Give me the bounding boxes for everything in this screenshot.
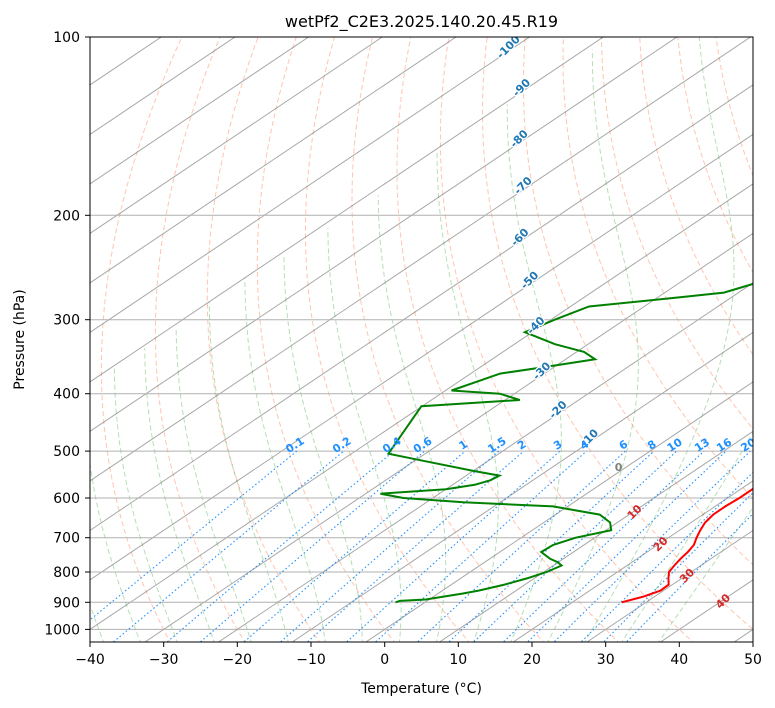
moist-adiabat [506,104,562,642]
dry-adiabat [715,37,753,177]
y-tick-label: 1000 [44,622,80,638]
y-tick-label: 200 [53,208,80,224]
isotherm-line [90,37,384,235]
mixing-ratio-line [166,450,395,642]
y-axis: 100 200 300 400 500 600 700 800 900 1000 [44,30,90,638]
isotherm-line [90,37,605,383]
isotherm-line [90,37,457,284]
x-axis: −40 −30 −20 −10 0 10 20 30 40 50 [75,642,762,668]
mixing-ratio-line [199,450,425,642]
moist-adiabat [547,49,639,642]
y-axis-label: Pressure (hPa) [12,289,28,389]
x-tick-label: −10 [296,652,326,668]
plot-area: -100-90-80-70-60-50-40-30-20-10 0.1 0.2 0.… [90,37,753,642]
x-tick-label: −30 [149,652,179,668]
isotherm-line [90,37,752,482]
dry-adiabat [154,37,246,642]
isotherm-line [365,381,753,642]
moist-adiabat [244,277,326,642]
moist-adiabat [377,195,447,642]
mixing-ratio-line [502,450,705,642]
y-tick-label: 300 [53,313,80,329]
dry-adiabat [256,37,395,642]
y-tick-label: 500 [53,444,80,460]
chart-title: wetPf2_C2E3.2025.140.20.45.R19 [285,12,558,32]
mixing-ratio-line [472,450,677,642]
moist-adiabat [144,348,215,642]
dry-adiabat [100,37,183,642]
dry-adiabat [601,37,753,430]
y-tick-label: 100 [53,30,80,46]
dewpoint-line [380,282,753,604]
skewed-isotherms [90,37,753,642]
isotherm-line [90,37,310,185]
dry-adiabats [100,37,753,642]
y-tick-label: 900 [53,595,80,611]
x-tick-label: 0 [380,652,389,668]
isotherm-line [90,84,753,532]
isotherm-line [90,37,236,136]
y-tick-label: 400 [53,387,80,403]
x-tick-label: 20 [523,652,541,668]
y-tick-label: 800 [53,565,80,581]
plot-frame [89,36,754,643]
mixing-ratio-line [112,450,345,642]
x-tick-label: 30 [597,652,615,668]
mixing-ratio-line [602,491,753,642]
isotherm-line [217,282,753,642]
y-tick-label: 600 [53,491,80,507]
mixing-ratio-line [625,513,753,642]
moist-adiabat [436,149,499,642]
mixing-ratio-line [553,450,751,642]
dry-adiabat [522,37,753,566]
mixing-ratio-line [90,450,298,621]
x-tick-label: −40 [75,652,105,668]
mixing-ratio-line [526,450,727,642]
isotherm-line [586,529,753,642]
isotherm-line [438,430,753,642]
dry-adiabat [562,37,753,500]
x-tick-label: 50 [744,652,762,668]
mixing-ratio-line [374,450,587,642]
isotherm-line [90,37,531,333]
dry-adiabat [396,37,620,642]
mixing-ratio-lines [90,450,753,642]
moist-adiabat [175,328,252,642]
isotherm-line [512,480,753,642]
mixing-ratio-line [306,450,525,642]
isotherm-line [291,331,753,642]
moist-adiabat [283,256,363,642]
moist-adiabat [113,366,178,642]
mixing-ratio-line [416,450,626,642]
mixing-ratio-line [243,450,466,642]
x-axis-label: Temperature (°C) [360,681,482,697]
dry-adiabat [677,37,753,274]
isotherm-line [144,232,753,642]
mixing-ratio-line [580,471,753,642]
dry-adiabat [439,37,694,642]
x-tick-label: −20 [223,652,253,668]
pressure-gridlines [90,37,753,630]
y-tick-label: 700 [53,531,80,547]
freezing-label: 0 [615,461,623,474]
isotherm-line [90,37,678,432]
dry-adiabat [351,37,545,642]
x-tick-label: 40 [670,652,688,668]
dry-adiabat [206,37,321,642]
dry-adiabat [639,37,753,356]
isotherm-line [90,133,753,581]
x-tick-label: 10 [449,652,467,668]
temperature-line [621,487,753,604]
